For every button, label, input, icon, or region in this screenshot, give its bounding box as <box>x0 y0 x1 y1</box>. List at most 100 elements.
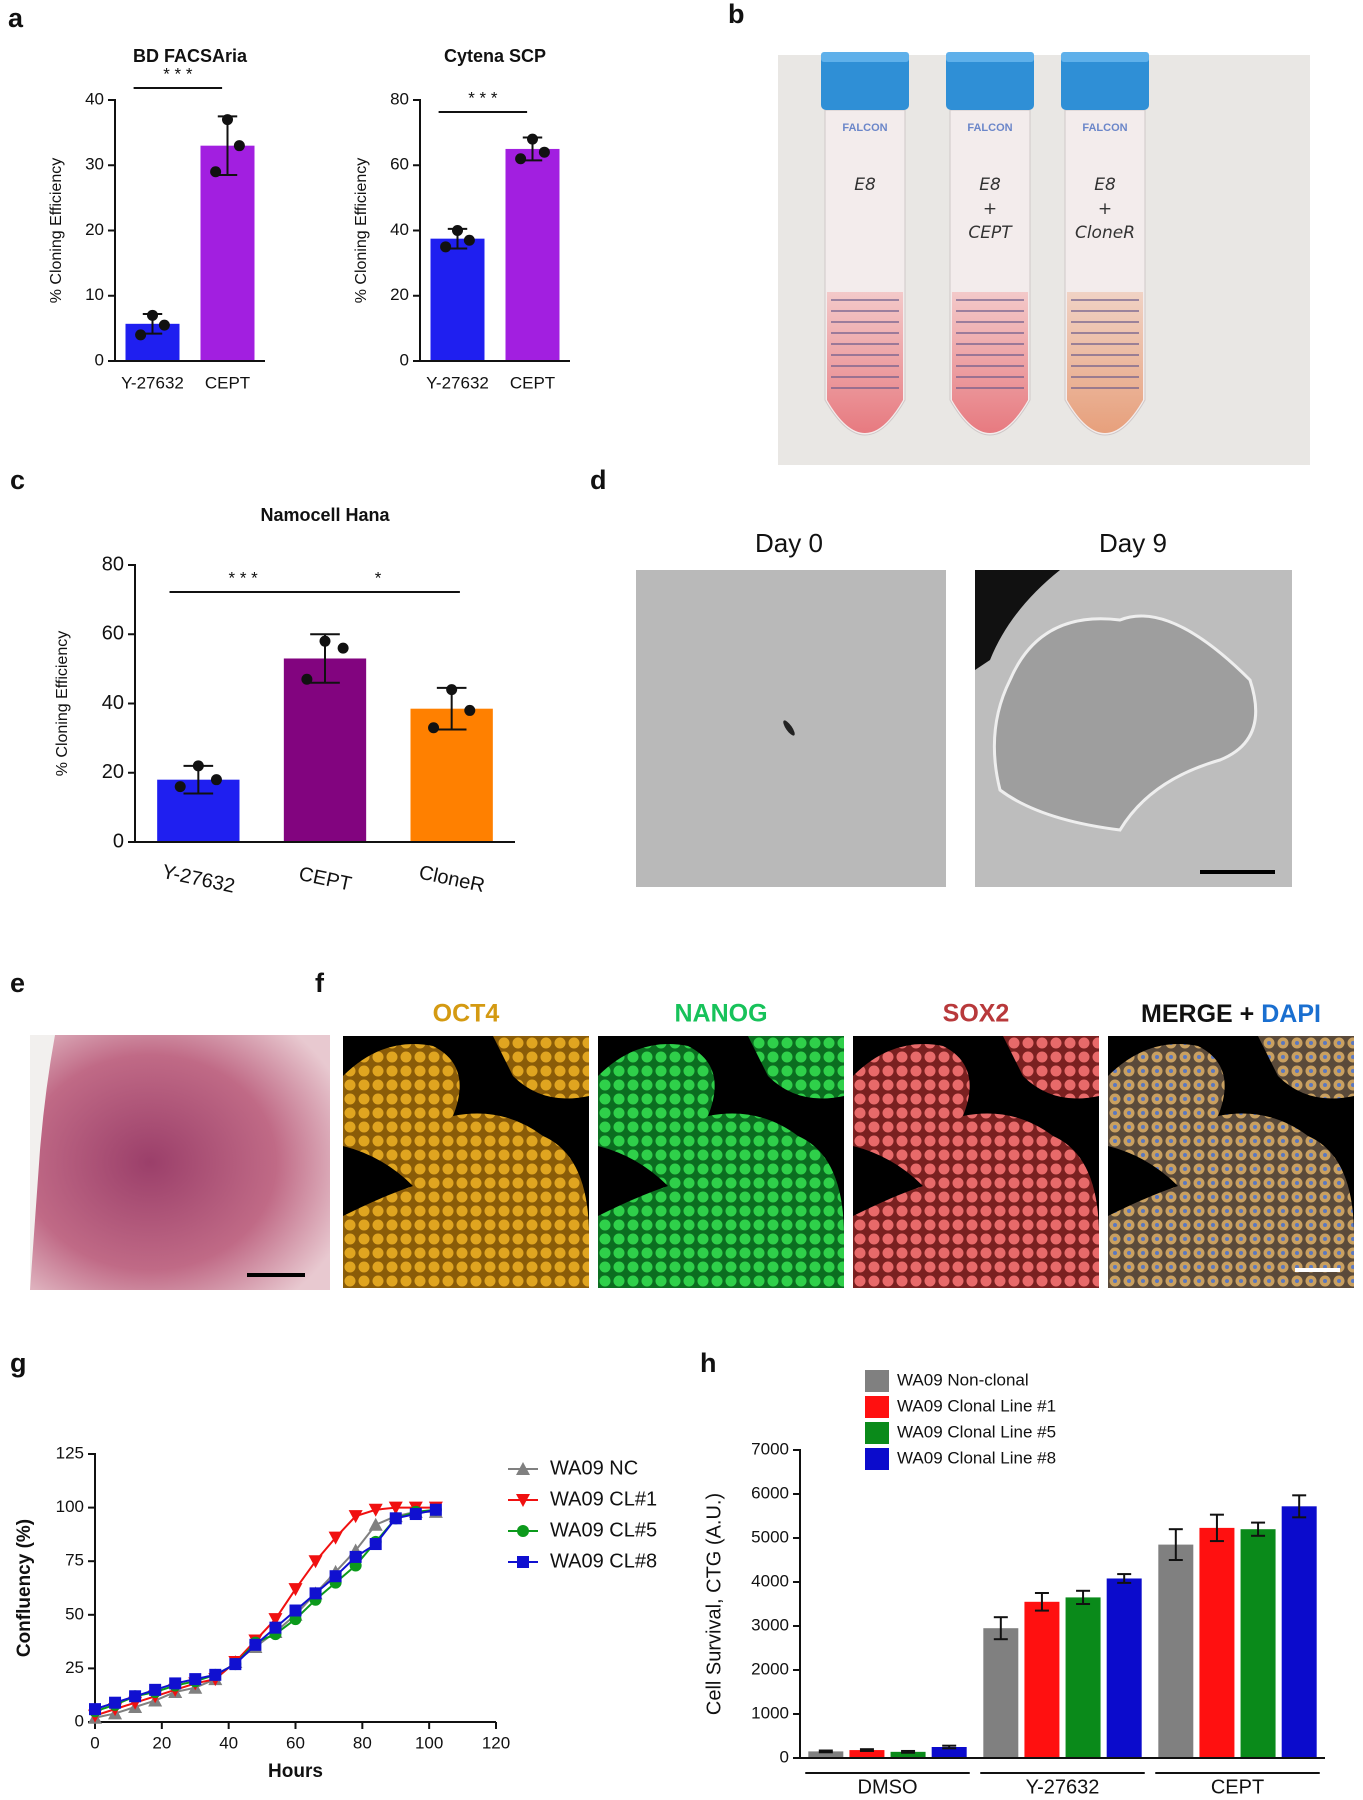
bar <box>1158 1544 1194 1758</box>
panel-label: a <box>8 3 24 33</box>
medium <box>1067 292 1143 433</box>
title-part: DAPI <box>1261 1000 1321 1028</box>
title-part: MERGE + <box>1141 1000 1254 1028</box>
well-edge <box>975 570 1060 670</box>
marker <box>516 1494 530 1507</box>
static-layer: Day 0 Day 9 OCT4 NANOG SOX2 MERGE + DAPI… <box>8 0 1354 1378</box>
bar <box>1281 1506 1317 1758</box>
y-tick-label: 10 <box>85 285 104 304</box>
legend-swatch <box>865 1448 889 1470</box>
y-tick-label: 80 <box>102 553 124 575</box>
y-tick-label: 5000 <box>751 1527 789 1546</box>
significance-label: * <box>375 568 382 587</box>
data-point <box>446 684 458 696</box>
marker <box>129 1690 142 1703</box>
y-tick-label: 4000 <box>751 1571 789 1590</box>
tube-label: CloneR <box>1075 223 1135 243</box>
y-tick-label: 0 <box>113 830 124 852</box>
marker <box>329 1570 342 1583</box>
data-point <box>440 241 452 253</box>
cap-top <box>1061 52 1149 62</box>
data-point <box>222 114 233 126</box>
data-point <box>428 722 440 734</box>
x-tick-label: CloneR <box>417 862 487 897</box>
merge-image <box>1108 1036 1354 1288</box>
x-tick-label: CEPT <box>1211 1776 1264 1798</box>
panel-label: c <box>10 465 25 495</box>
cap <box>821 52 909 110</box>
bar <box>430 238 485 361</box>
series-line <box>94 1510 436 1719</box>
image-title: Day 0 <box>755 528 823 558</box>
data-point <box>515 153 527 165</box>
bar <box>849 1750 885 1758</box>
y-tick-label: 0 <box>400 350 409 369</box>
image-title: SOX2 <box>943 1000 1010 1028</box>
marker <box>189 1673 202 1686</box>
marker <box>109 1696 122 1709</box>
image-title: OCT4 <box>433 1000 500 1028</box>
marker <box>517 1556 529 1568</box>
legend-swatch <box>865 1370 889 1392</box>
tube-label: + <box>1098 199 1112 219</box>
y-tick-label: 0 <box>780 1747 789 1766</box>
marker <box>229 1658 242 1671</box>
series-line <box>94 1508 436 1713</box>
y-tick-label: 7000 <box>751 1439 789 1458</box>
tube-label: CEPT <box>968 223 1013 243</box>
marker <box>289 1604 302 1617</box>
y-tick-label: 0 <box>95 350 104 369</box>
colony-edge <box>30 1035 55 1290</box>
y-tick-label: 6000 <box>751 1483 789 1502</box>
data-point <box>233 140 245 152</box>
y-tick-label: 2000 <box>751 1659 789 1678</box>
y-tick-label: 0 <box>75 1711 84 1730</box>
bar <box>1199 1527 1235 1758</box>
panel-label: g <box>10 1348 27 1378</box>
legend-label: WA09 CL#8 <box>550 1550 657 1572</box>
legend-label: WA09 Non-clonal <box>897 1370 1029 1389</box>
sox2-image <box>853 1036 1099 1288</box>
y-axis-label: % Cloning Efficiency <box>48 158 65 304</box>
y-tick-label: 80 <box>390 89 409 108</box>
legend-label: WA09 CL#1 <box>550 1488 657 1510</box>
medium <box>827 292 903 433</box>
y-tick-label: 40 <box>390 220 409 239</box>
x-axis-label: Hours <box>268 1761 323 1782</box>
series-line <box>94 1506 436 1717</box>
colony <box>992 614 1258 832</box>
bar <box>931 1747 967 1758</box>
y-tick-label: 75 <box>65 1551 84 1570</box>
bar <box>283 658 367 842</box>
y-tick-label: 100 <box>56 1497 84 1516</box>
x-tick-label: Y-27632 <box>121 373 184 392</box>
data-point <box>135 329 147 341</box>
data-point <box>158 319 170 331</box>
data-point <box>538 146 550 158</box>
marker <box>389 1512 402 1525</box>
bar <box>1065 1597 1101 1758</box>
tube-label: E8 <box>979 175 1001 195</box>
y-tick-label: 60 <box>102 623 124 645</box>
medium <box>952 292 1028 433</box>
data-point <box>319 635 331 647</box>
marker <box>348 1510 363 1524</box>
marker <box>269 1621 282 1634</box>
chart-title: BD FACSAria <box>133 46 248 66</box>
marker <box>169 1677 182 1690</box>
bar <box>410 708 493 842</box>
stain-image <box>30 1035 330 1290</box>
marker <box>89 1703 101 1716</box>
significance-label: * * * <box>228 568 258 587</box>
y-tick-label: 25 <box>65 1658 84 1677</box>
bar <box>983 1628 1019 1758</box>
cap <box>1061 52 1149 110</box>
legend-swatch <box>865 1396 889 1418</box>
y-tick-label: 60 <box>390 155 409 174</box>
y-tick-label: 40 <box>102 692 124 714</box>
data-point <box>210 774 222 786</box>
chart-title: Namocell Hana <box>260 505 390 525</box>
x-tick-label: 20 <box>152 1733 171 1752</box>
tube-brand: FALCON <box>1082 122 1127 134</box>
marker <box>368 1503 383 1517</box>
